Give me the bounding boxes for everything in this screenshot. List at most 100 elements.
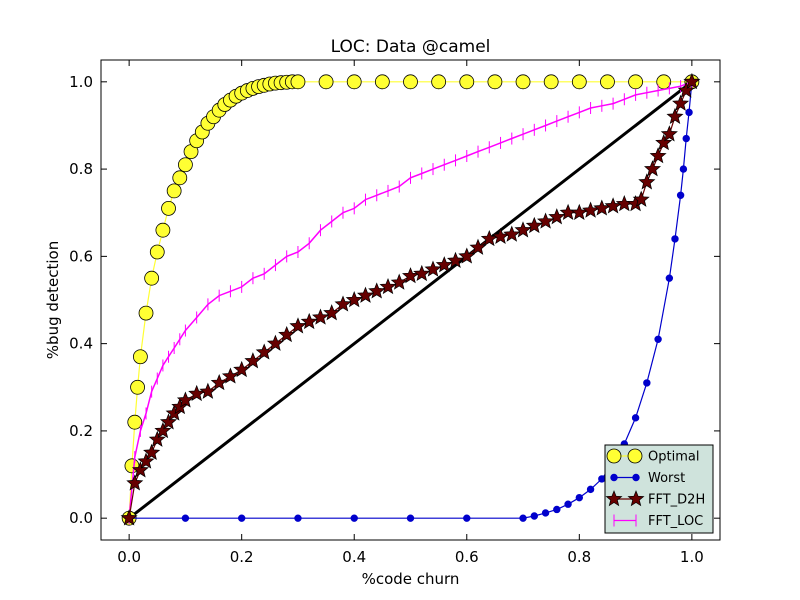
x-tick-label: 0.6 [455,548,479,566]
data-point-optimal [628,74,643,90]
data-point-optimal [149,244,165,260]
data-point-optimal [132,349,148,365]
data-point-optimal [403,74,418,90]
data-point-worst [679,165,688,173]
data-point-fft-d2h [677,81,695,98]
data-point-fft-d2h [334,295,352,312]
y-tick-label: 0.0 [69,509,93,527]
data-point-fft-d2h [644,160,662,177]
data-point-optimal [144,270,160,286]
data-point-fft-d2h [266,334,285,351]
data-point-worst [463,514,471,522]
data-point-optimal [130,379,145,395]
data-point-fft-d2h [221,367,239,384]
x-tick-label: 0.0 [117,548,141,566]
legend-item-fft-d2h: FFT_D2H [605,490,705,508]
series-diagonal [128,80,693,520]
data-point-optimal [543,74,559,90]
data-point-worst [553,505,561,514]
data-point-fft-d2h [199,382,217,399]
legend-box [604,444,714,534]
data-point-optimal [127,414,143,430]
data-point-fft-d2h [126,474,144,491]
data-point-fft-d2h [632,190,650,207]
data-point-fft-d2h [638,173,656,190]
legend-label: Worst [648,471,685,486]
data-point-worst [654,335,662,343]
y-tick-label: 0.8 [69,160,93,178]
data-point-fft-d2h [131,461,149,478]
series-fft-d2h [120,72,701,526]
legend-marker [606,448,622,464]
legend-label: FFT_D2H [648,493,705,508]
data-point-worst [643,379,651,387]
legend-marker [627,490,645,507]
data-point-fft-d2h [345,291,363,308]
data-point-optimal [346,74,362,90]
data-point-optimal [656,74,672,90]
data-point-fft-d2h [233,360,251,378]
data-point-worst [682,134,690,143]
data-point-fft-d2h [244,352,262,369]
x-tick-label: 1.0 [680,548,704,566]
data-point-worst [530,512,538,520]
data-point-optimal [459,74,475,90]
series-layer [120,72,701,526]
legend-marker [632,473,640,482]
data-point-fft-d2h [548,208,566,225]
data-point-fft-d2h [649,147,667,164]
data-point-fft-d2h [312,308,330,325]
data-point-optimal [374,74,390,90]
data-point-fft-d2h [655,133,673,151]
data-point-worst [541,509,550,517]
data-point-fft-d2h [120,509,138,526]
data-point-fft-d2h [356,286,375,303]
x-axis-label: %code churn [362,570,460,588]
data-point-optimal [487,74,503,90]
x-tick-label: 0.8 [567,548,591,566]
data-point-optimal [178,157,193,173]
chart-title: LOC: Data @camel [331,37,491,57]
series-line-diagonal [128,80,693,520]
y-tick-label: 0.4 [69,335,93,353]
ticks-layer: 0.0 0.2 0.4 0.6 0.8 1.0 0.0 0.2 0.4 0.6 0.8 1.0 [69,60,720,566]
data-point-worst [665,274,674,282]
data-point-fft-d2h [435,256,453,273]
legend-item-fft-loc: FFT_LOC [613,514,703,529]
data-point-fft-d2h [300,312,318,330]
y-axis-label: %bug detection [44,241,62,359]
data-point-fft-d2h [458,247,476,264]
series-line-fft-loc [128,81,693,519]
data-point-fft-d2h [289,317,307,334]
data-point-fft-d2h [666,107,684,124]
data-point-optimal [172,170,188,186]
data-point-fft-d2h [210,373,228,391]
legend-marker [605,490,623,507]
data-point-optimal [138,305,154,321]
data-point-fft-d2h [683,72,701,90]
data-point-fft-d2h [424,260,442,277]
y-tick-label: 0.6 [69,247,93,265]
legend-item-optimal: Optimal [606,448,699,465]
data-point-fft-d2h [525,216,543,234]
data-point-fft-d2h [278,325,296,343]
data-point-fft-d2h [446,251,465,268]
data-point-fft-d2h [148,430,166,447]
data-point-optimal [600,74,615,90]
data-point-worst [631,414,640,422]
y-tick-label: 0.2 [69,422,93,440]
data-point-fft-d2h [413,264,431,282]
legend-marker [627,448,643,464]
data-point-fft-d2h [159,413,177,430]
data-point-fft-d2h [323,304,341,321]
data-point-worst [575,493,584,502]
data-point-fft-d2h [672,94,690,111]
data-point-fft-d2h [368,282,386,299]
data-point-optimal [155,222,171,238]
data-point-fft-d2h [154,421,172,439]
legend-label: Optimal [648,450,699,465]
data-point-fft-d2h [660,125,678,142]
data-point-worst [671,235,679,243]
data-point-optimal [515,74,531,90]
